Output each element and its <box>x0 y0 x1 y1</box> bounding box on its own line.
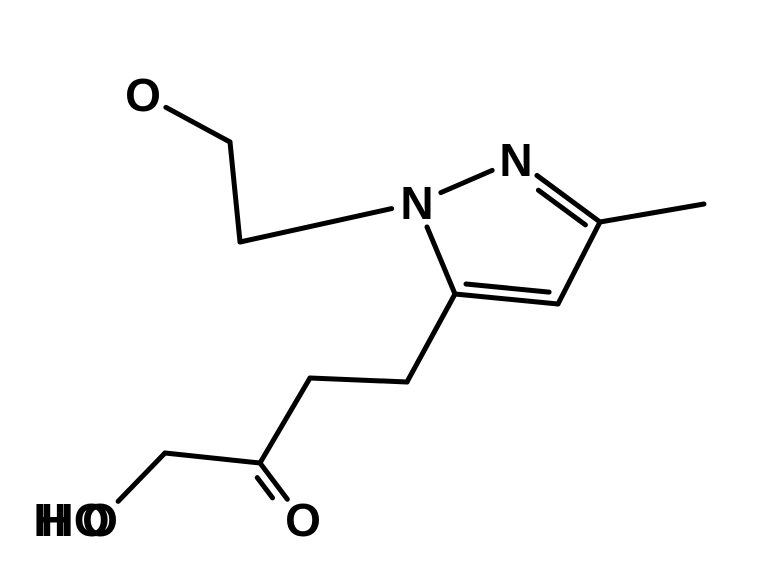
atom-N1: N <box>400 177 433 229</box>
atom-labels: ONNOOHHO <box>33 69 532 546</box>
label-OH: HO <box>41 494 110 546</box>
atom-N2: N <box>499 134 532 186</box>
molecule-canvas: ONNOOHHO <box>0 0 771 573</box>
atom-O1: O <box>125 69 161 121</box>
atom-O2: O <box>285 494 321 546</box>
bonds <box>118 107 704 501</box>
